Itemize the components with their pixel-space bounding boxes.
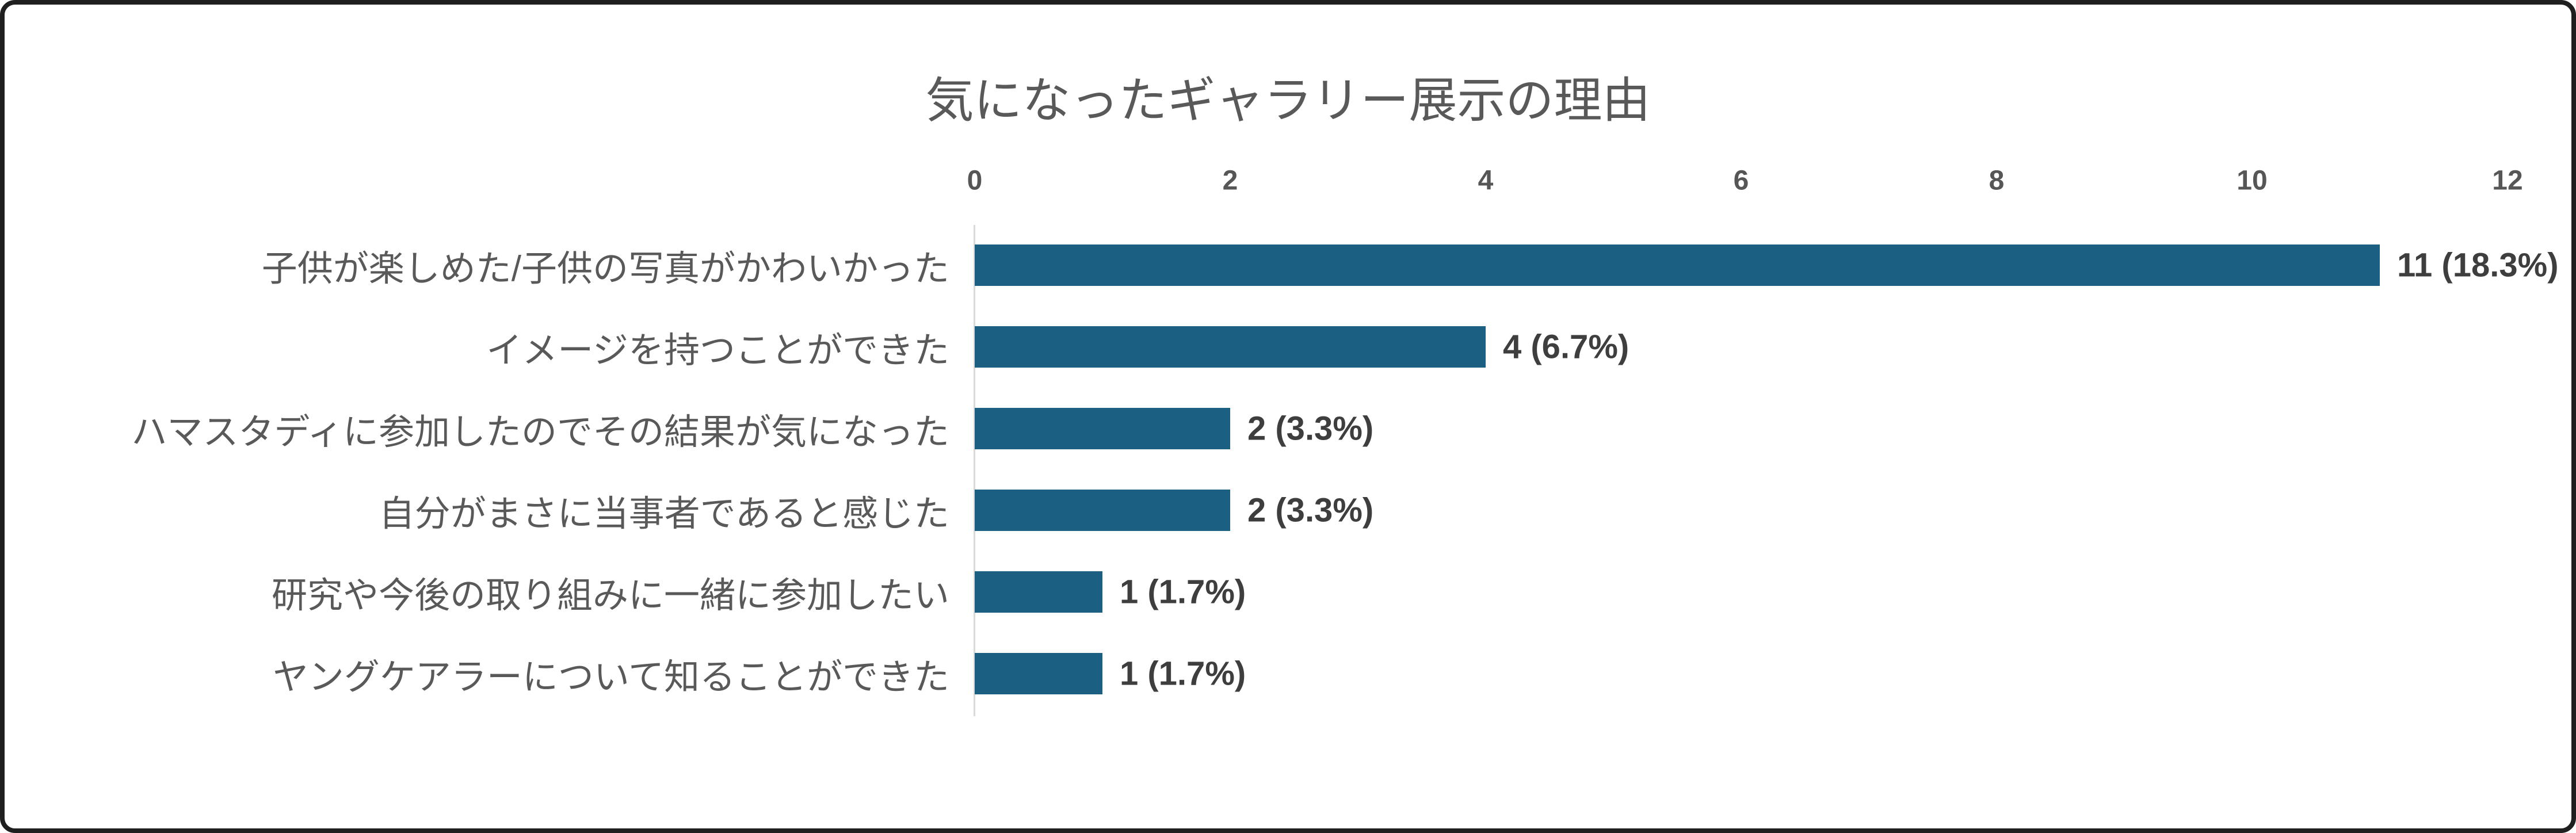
x-tick-label: 8 (1989, 165, 2005, 196)
value-label: 1 (1.7%) (1120, 573, 1246, 611)
bar (975, 571, 1102, 613)
x-tick-label: 6 (1733, 165, 1749, 196)
x-tick-label: 2 (1222, 165, 1238, 196)
bar (975, 408, 1230, 449)
value-label: 11 (18.3%) (2397, 246, 2559, 284)
value-label: 2 (3.3%) (1247, 410, 1374, 448)
bar (975, 326, 1486, 368)
category-label: 研究や今後の取り組みに一緒に参加したい (271, 576, 949, 616)
category-label: 自分がまさに当事者であると感じた (379, 494, 949, 534)
category-label: イメージを持つことができた (486, 331, 949, 370)
x-tick-label: 10 (2237, 165, 2268, 196)
x-tick-label: 0 (967, 165, 983, 196)
bar (975, 653, 1102, 694)
x-tick-label: 4 (1478, 165, 1494, 196)
category-label: 子供が楽しめた/子供の写真がかわいかった (261, 249, 949, 289)
category-label: ヤングケアラーについて知ることができた (272, 658, 949, 697)
bar (975, 490, 1230, 531)
chart-title: 気になったギャラリー展示の理由 (925, 73, 1651, 128)
bar (975, 244, 2380, 286)
value-label: 4 (6.7%) (1503, 328, 1629, 366)
y-axis-line (974, 225, 975, 716)
x-tick-label: 12 (2492, 165, 2523, 196)
value-label: 2 (3.3%) (1247, 491, 1374, 529)
value-label: 1 (1.7%) (1120, 655, 1246, 693)
category-label: ハマスタディに参加したのでその結果が気になった (131, 412, 949, 452)
